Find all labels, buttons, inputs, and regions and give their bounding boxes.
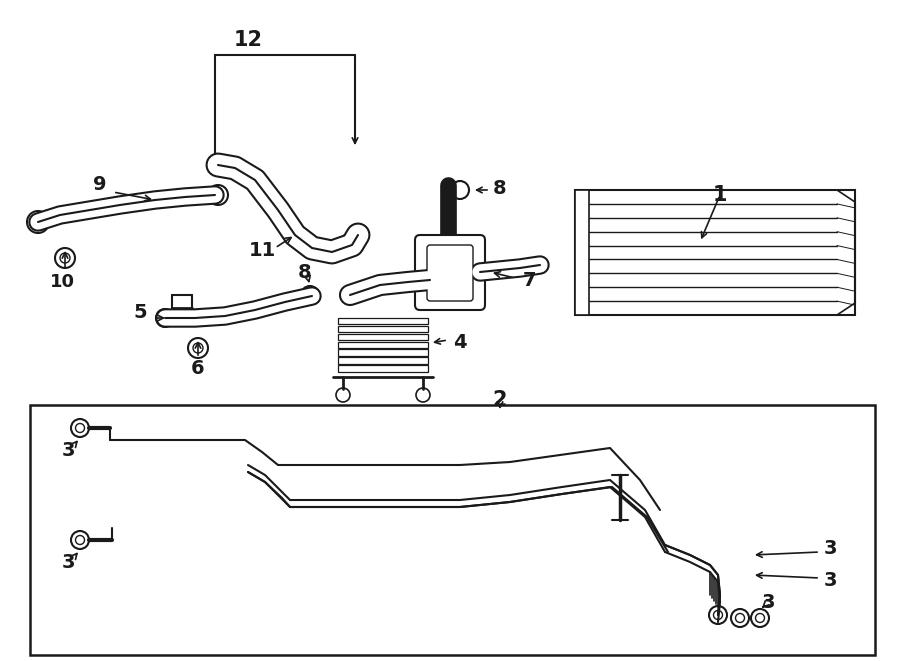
Bar [338, 358, 428, 364]
Bar [575, 190, 589, 315]
Circle shape [709, 606, 727, 624]
Bar [338, 350, 428, 356]
Bar [338, 326, 428, 332]
Circle shape [836, 196, 854, 215]
Circle shape [188, 338, 208, 358]
Text: 4: 4 [454, 332, 467, 352]
Circle shape [731, 609, 749, 627]
Text: 7: 7 [523, 270, 536, 290]
Circle shape [836, 259, 854, 277]
Circle shape [27, 211, 49, 233]
Text: 10: 10 [50, 273, 75, 291]
Bar [338, 334, 428, 340]
Circle shape [55, 248, 75, 268]
Circle shape [836, 290, 854, 309]
Circle shape [33, 217, 43, 227]
Circle shape [156, 309, 174, 327]
Circle shape [714, 611, 723, 619]
Circle shape [209, 156, 227, 174]
Circle shape [213, 160, 223, 170]
Text: 9: 9 [94, 176, 107, 194]
Circle shape [735, 613, 744, 623]
Text: 2: 2 [493, 390, 508, 410]
Circle shape [193, 343, 203, 353]
Circle shape [76, 535, 85, 545]
Circle shape [71, 531, 89, 549]
Text: 3: 3 [824, 570, 837, 590]
Circle shape [416, 388, 430, 402]
Bar [575, 190, 855, 315]
Bar [30, 405, 875, 655]
Circle shape [71, 419, 89, 437]
Text: 5: 5 [133, 303, 147, 321]
Circle shape [836, 228, 854, 246]
Circle shape [208, 185, 228, 205]
Circle shape [301, 286, 319, 304]
Circle shape [336, 388, 350, 402]
Bar [338, 318, 428, 325]
Circle shape [755, 613, 764, 623]
Bar [338, 365, 428, 371]
FancyBboxPatch shape [427, 245, 473, 301]
Text: 6: 6 [191, 358, 205, 377]
Text: 8: 8 [298, 262, 311, 282]
Text: 12: 12 [233, 30, 263, 50]
Text: 11: 11 [248, 241, 275, 260]
Text: 8: 8 [493, 178, 507, 198]
Text: 3: 3 [61, 440, 75, 459]
Circle shape [751, 609, 769, 627]
Text: 1: 1 [713, 185, 727, 205]
Text: 3: 3 [761, 592, 775, 611]
FancyBboxPatch shape [415, 235, 485, 310]
Circle shape [451, 181, 469, 199]
Circle shape [60, 253, 70, 263]
Text: 3: 3 [824, 539, 837, 557]
Bar [338, 342, 428, 348]
Text: 3: 3 [61, 553, 75, 572]
Circle shape [76, 424, 85, 432]
